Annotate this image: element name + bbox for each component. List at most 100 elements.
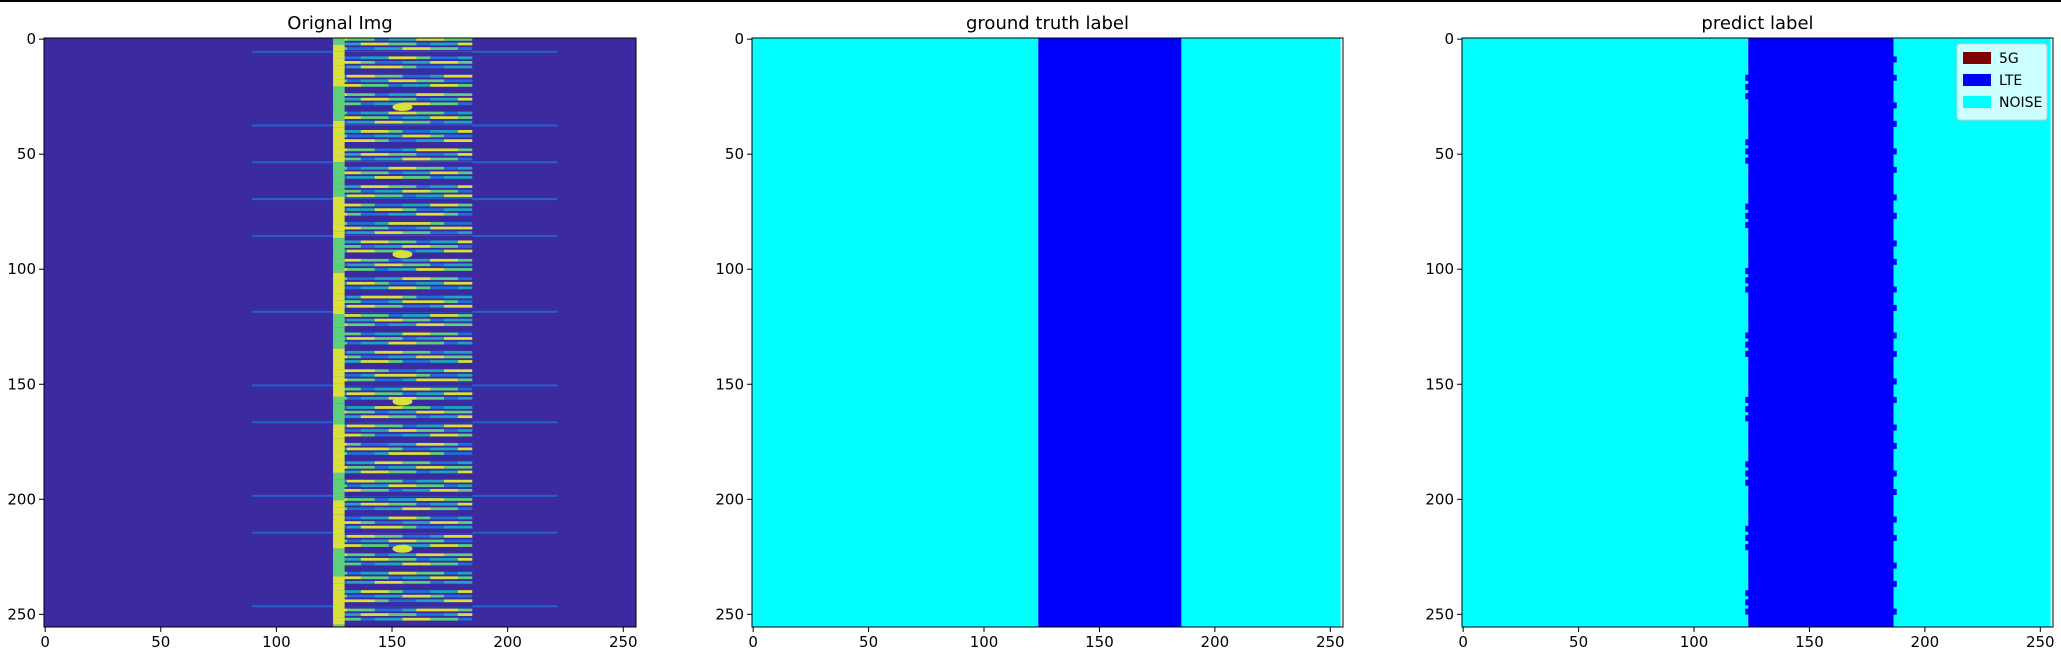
signal-pixel xyxy=(388,286,403,290)
signal-pixel xyxy=(388,553,403,557)
signal-pixel xyxy=(430,484,445,488)
signal-pixel xyxy=(457,93,473,96)
signal-pixel xyxy=(444,166,459,170)
signal-pixel xyxy=(360,157,376,161)
signal-pixel xyxy=(416,281,431,285)
signal-pixel xyxy=(430,424,445,428)
signal-pixel xyxy=(430,452,445,455)
signal-pixel xyxy=(346,189,362,193)
strong-column-pixel xyxy=(333,383,345,391)
signal-pixel xyxy=(374,56,390,60)
signal-pixel xyxy=(374,162,390,166)
strong-column-pixel xyxy=(333,472,345,480)
signal-pixel xyxy=(388,203,403,207)
strong-column-pixel xyxy=(333,507,345,515)
signal-pixel xyxy=(360,116,376,119)
strong-column-pixel xyxy=(333,376,345,384)
signal-pixel xyxy=(402,438,417,442)
signal-pixel xyxy=(416,185,431,189)
signal-pixel xyxy=(402,180,417,184)
y-tick-label: 100 xyxy=(715,260,744,278)
predict-edge-left xyxy=(1745,590,1750,597)
signal-pixel xyxy=(402,557,417,561)
strong-column-pixel xyxy=(333,576,345,584)
predict-edge-right xyxy=(1892,534,1897,541)
signal-pixel xyxy=(402,148,417,152)
signal-pixel xyxy=(457,429,473,432)
y-tick-label: 200 xyxy=(715,490,744,508)
signal-pixel xyxy=(457,277,473,281)
signal-pixel xyxy=(374,479,390,483)
signal-pixel xyxy=(402,120,417,124)
signal-pixel xyxy=(444,498,459,501)
signal-pixel xyxy=(360,599,376,603)
strong-column-pixel xyxy=(333,107,345,114)
signal-pixel xyxy=(416,608,431,612)
signal-pixel xyxy=(416,153,431,156)
signal-pixel xyxy=(402,369,417,373)
signal-pixel xyxy=(346,185,362,189)
strong-column-pixel xyxy=(333,555,345,563)
signal-pixel xyxy=(346,70,362,73)
strong-column-pixel xyxy=(333,521,345,529)
signal-pixel xyxy=(402,304,417,308)
signal-pixel xyxy=(430,291,445,294)
signal-pixel xyxy=(402,268,417,271)
signal-pixel xyxy=(346,571,362,575)
signal-pixel xyxy=(346,171,362,175)
signal-pixel xyxy=(388,111,403,115)
predict-edge-left xyxy=(1745,350,1750,357)
strong-column-pixel xyxy=(333,438,345,446)
signal-pixel xyxy=(346,249,362,253)
signal-pixel xyxy=(374,212,390,216)
signal-pixel xyxy=(457,585,473,589)
signal-pixel xyxy=(416,396,431,400)
strong-column-pixel xyxy=(333,93,345,101)
signal-pixel xyxy=(360,56,376,60)
signal-pixel xyxy=(457,415,473,419)
signal-pixel xyxy=(402,111,417,115)
signal-pixel xyxy=(360,392,376,396)
signal-pixel xyxy=(346,498,362,501)
signal-pixel xyxy=(388,534,403,538)
signal-pixel xyxy=(444,346,459,350)
signal-pixel xyxy=(444,383,459,386)
signal-pixel xyxy=(388,281,403,285)
strong-column-pixel xyxy=(333,355,345,363)
signal-pixel xyxy=(388,613,403,616)
signal-pixel xyxy=(402,498,417,501)
signal-pixel xyxy=(388,415,403,419)
signal-pixel xyxy=(444,456,459,460)
signal-pixel xyxy=(457,226,473,230)
signal-pixel xyxy=(430,442,445,446)
strong-column-pixel xyxy=(333,327,345,335)
signal-pixel xyxy=(416,613,431,616)
signal-pixel xyxy=(457,97,473,101)
signal-pixel xyxy=(388,42,403,46)
signal-pixel xyxy=(457,143,473,147)
signal-pixel xyxy=(416,355,431,359)
signal-pixel xyxy=(402,488,417,492)
x-tick-label: 100 xyxy=(262,633,291,651)
signal-pixel xyxy=(430,447,445,451)
x-tick-label: 200 xyxy=(493,633,522,651)
signal-pixel xyxy=(457,304,473,308)
signal-pixel xyxy=(444,199,459,202)
signal-pixel xyxy=(374,139,390,142)
signal-pixel xyxy=(402,162,417,166)
signal-pixel xyxy=(430,369,445,373)
signal-pixel xyxy=(430,217,445,221)
signal-pixel xyxy=(416,590,431,593)
signal-pixel xyxy=(430,323,445,327)
signal-pixel xyxy=(374,295,390,299)
axes-frame xyxy=(43,37,637,628)
signal-pixel xyxy=(416,268,431,271)
signal-pixel xyxy=(457,369,473,373)
signal-pixel xyxy=(402,51,417,55)
signal-pixel xyxy=(416,226,431,230)
signal-pixel xyxy=(457,79,473,83)
signal-pixel xyxy=(457,355,473,359)
signal-pixel xyxy=(402,521,417,524)
signal-pixel xyxy=(416,318,431,322)
signal-pixel xyxy=(430,254,445,258)
